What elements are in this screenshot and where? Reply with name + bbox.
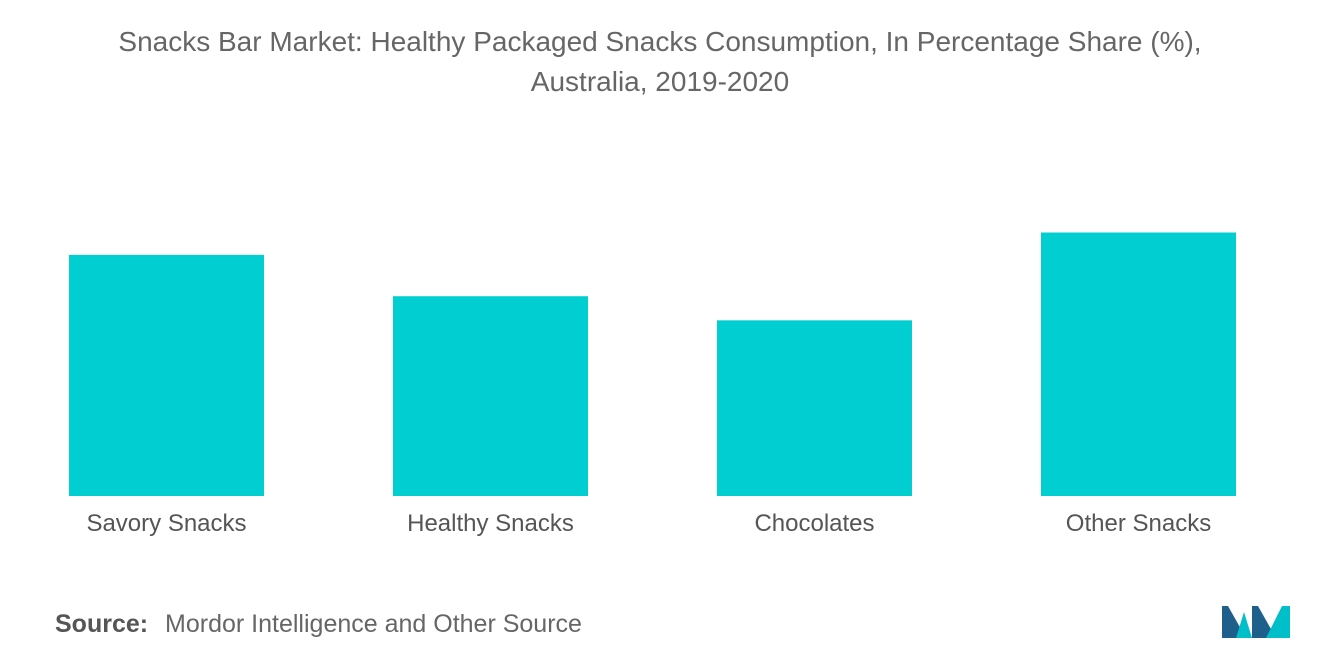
source-note: Source: Mordor Intelligence and Other So… bbox=[55, 610, 582, 639]
bar-chart: Savory Snacks Healthy Snacks Chocolates Oth… bbox=[69, 232, 1236, 537]
chart-subtitle: Australia, 2019-2020 bbox=[530, 66, 790, 97]
chart-title: Snacks Bar Market: Healthy Packaged Snac… bbox=[0, 22, 1320, 102]
bar-chocolates bbox=[717, 320, 912, 496]
bars-group bbox=[69, 232, 1236, 496]
source-label: Source: bbox=[55, 610, 149, 638]
bar-healthy-snacks bbox=[393, 296, 588, 496]
x-tick-label-chocolates: Chocolates bbox=[754, 510, 874, 537]
mordor-intelligence-logo-icon bbox=[1222, 606, 1290, 638]
bar-other-snacks bbox=[1041, 232, 1236, 496]
chart-title-line1: Snacks Bar Market: Healthy Packaged Snac… bbox=[118, 26, 1202, 57]
source-text: Mordor Intelligence and Other Source bbox=[165, 610, 582, 638]
x-tick-label-healthy-snacks: Healthy Snacks bbox=[407, 510, 574, 537]
x-tick-label-other-snacks: Other Snacks bbox=[1066, 510, 1211, 537]
category-labels-group: Savory Snacks Healthy Snacks Chocolates Oth… bbox=[86, 510, 1211, 537]
x-tick-label-savory-snacks: Savory Snacks bbox=[86, 510, 246, 537]
bar-savory-snacks bbox=[69, 254, 264, 496]
